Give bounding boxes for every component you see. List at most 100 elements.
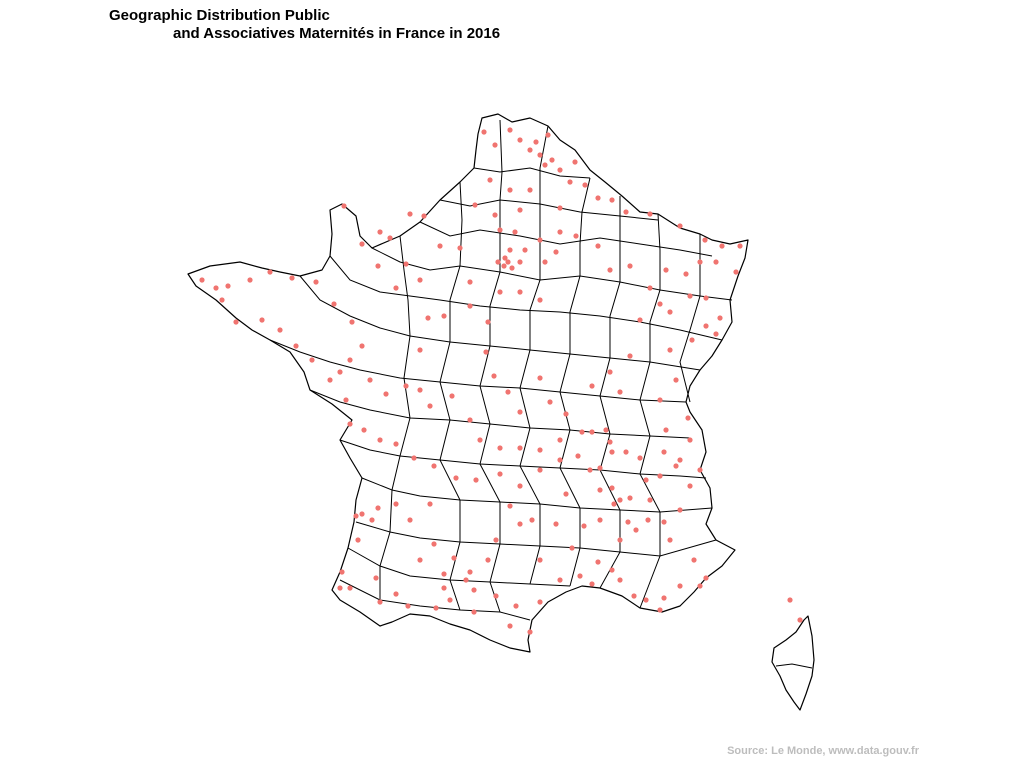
maternity-point <box>467 303 473 309</box>
maternity-point <box>582 182 588 188</box>
maternity-point <box>529 517 535 523</box>
maternity-point <box>703 323 709 329</box>
maternity-point <box>631 593 637 599</box>
maternity-point <box>697 583 703 589</box>
maternity-point <box>553 521 559 527</box>
maternity-point <box>661 519 667 525</box>
maternity-point <box>495 259 501 265</box>
maternity-point <box>405 603 411 609</box>
maternity-point <box>647 285 653 291</box>
maternity-point <box>353 513 359 519</box>
maternity-point <box>375 263 381 269</box>
maternity-point <box>377 229 383 235</box>
maternity-point <box>689 337 695 343</box>
maternity-point <box>467 417 473 423</box>
maternity-point <box>463 577 469 583</box>
maternity-point <box>421 213 427 219</box>
maternity-point <box>471 587 477 593</box>
chart-title: Geographic Distribution Public and Assoc… <box>109 7 500 43</box>
maternity-point <box>505 389 511 395</box>
maternity-point <box>537 297 543 303</box>
maternity-point <box>473 477 479 483</box>
maternity-point <box>393 441 399 447</box>
maternity-point <box>393 285 399 291</box>
maternity-point <box>259 317 265 323</box>
maternity-point <box>683 271 689 277</box>
maternity-point <box>547 399 553 405</box>
maternity-point <box>225 283 231 289</box>
maternity-point <box>607 267 613 273</box>
maternity-point <box>713 331 719 337</box>
maternity-point <box>677 223 683 229</box>
maternity-point <box>471 609 477 615</box>
maternity-point <box>347 421 353 427</box>
maternity-point <box>691 557 697 563</box>
maternity-point <box>369 517 375 523</box>
maternity-point <box>557 577 563 583</box>
maternity-point <box>527 187 533 193</box>
maternity-point <box>522 247 528 253</box>
maternity-point <box>449 393 455 399</box>
title-line-1: Geographic Distribution Public <box>109 7 330 24</box>
maternity-point <box>387 235 393 241</box>
maternity-point <box>557 457 563 463</box>
maternity-point <box>277 327 283 333</box>
maternity-point <box>537 467 543 473</box>
maternity-point <box>661 449 667 455</box>
maternity-point <box>331 301 337 307</box>
maternity-point <box>509 265 515 271</box>
maternity-point <box>575 453 581 459</box>
maternity-point <box>492 212 498 218</box>
maternity-point <box>703 575 709 581</box>
maternity-point <box>337 585 343 591</box>
maternity-point <box>677 457 683 463</box>
maternity-point <box>563 491 569 497</box>
maternity-point <box>492 142 498 148</box>
maternity-point <box>517 137 523 143</box>
maternity-point <box>425 315 431 321</box>
maternity-point <box>617 389 623 395</box>
maternity-point <box>431 463 437 469</box>
maternity-point <box>377 437 383 443</box>
maternity-point <box>609 567 615 573</box>
maternity-point <box>517 207 523 213</box>
maternity-point <box>407 211 413 217</box>
maternity-point <box>673 463 679 469</box>
maternity-point <box>549 157 555 163</box>
maternity-point <box>247 277 253 283</box>
maternity-point <box>417 557 423 563</box>
maternity-point <box>359 241 365 247</box>
maternity-point <box>677 507 683 513</box>
maternity-point <box>343 397 349 403</box>
maternity-point <box>557 437 563 443</box>
maternity-point <box>437 243 443 249</box>
maternity-point <box>349 319 355 325</box>
maternity-point <box>411 455 417 461</box>
france-outline <box>187 113 749 653</box>
maternity-point <box>491 373 497 379</box>
maternity-point <box>367 377 373 383</box>
maternity-point <box>603 427 609 433</box>
maternity-point <box>441 313 447 319</box>
maternity-point <box>477 437 483 443</box>
maternity-point <box>517 289 523 295</box>
maternity-point <box>309 357 315 363</box>
maternity-point <box>637 455 643 461</box>
maternity-point <box>643 477 649 483</box>
maternity-point <box>733 269 739 275</box>
maternity-point <box>627 263 633 269</box>
maternity-point <box>339 569 345 575</box>
maternity-point <box>451 555 457 561</box>
maternity-point <box>359 511 365 517</box>
maternity-point <box>393 591 399 597</box>
corsica-border <box>775 663 813 669</box>
maternity-point <box>267 269 273 275</box>
corsica-outline <box>771 615 815 711</box>
maternity-point <box>472 202 478 208</box>
maternity-point <box>497 445 503 451</box>
maternity-point <box>361 427 367 433</box>
maternity-point <box>427 501 433 507</box>
maternity-point <box>587 467 593 473</box>
maternity-point <box>687 483 693 489</box>
